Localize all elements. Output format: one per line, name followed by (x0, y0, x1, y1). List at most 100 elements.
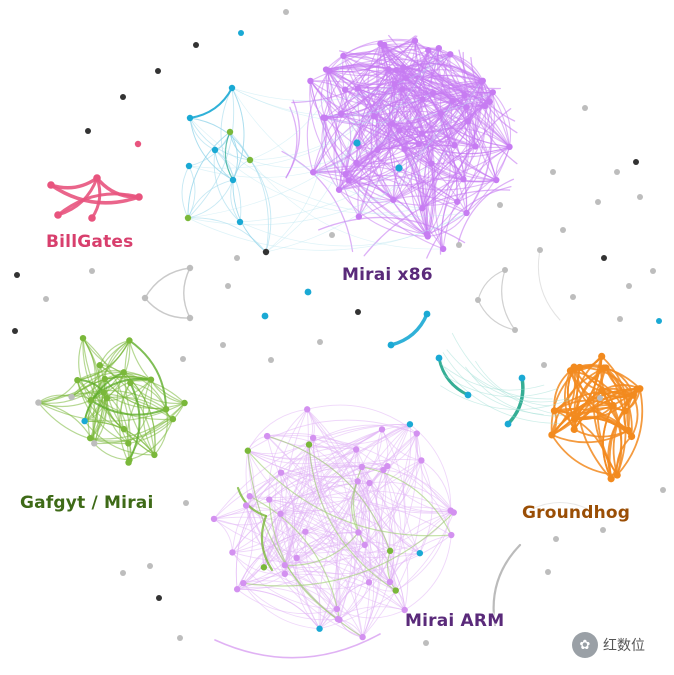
graph-edge (247, 419, 418, 452)
graph-node (598, 387, 606, 395)
graph-node (12, 328, 18, 334)
graph-edge (416, 92, 434, 145)
graph-edge (616, 387, 644, 476)
graph-edge (247, 450, 452, 537)
graph-node (660, 487, 666, 493)
graph-edge (388, 34, 501, 90)
graph-node (169, 415, 177, 423)
graph-node (385, 66, 392, 73)
graph-node (91, 440, 98, 447)
graph-node (228, 84, 236, 92)
graph-edge (249, 495, 339, 620)
graph-edge (308, 428, 383, 449)
graph-node (86, 434, 94, 442)
graph-edge (231, 450, 255, 553)
graph-edge (181, 165, 190, 219)
graph-node (428, 160, 435, 167)
graph-edge (56, 192, 141, 217)
graph-node (242, 502, 250, 509)
graph-edge (235, 472, 282, 590)
graph-node (186, 264, 194, 272)
graph-node (486, 98, 493, 105)
graph-node (120, 94, 126, 100)
graph-node (386, 547, 394, 555)
graph-node (260, 564, 268, 571)
graph-edge (71, 371, 125, 398)
wechat-icon: ✿ (572, 632, 598, 658)
graph-edge (361, 466, 395, 583)
graph-node (423, 230, 431, 238)
graph-edge (312, 146, 511, 187)
graph-node (87, 397, 95, 404)
graph-edge (242, 511, 455, 587)
graph-node (402, 74, 410, 82)
graph-edge (421, 98, 476, 147)
graph-node (361, 541, 369, 549)
graph-edge (189, 117, 251, 161)
graph-node (333, 605, 341, 613)
graph-node (353, 159, 360, 167)
graph-node (355, 213, 363, 220)
graph-edge (348, 101, 491, 181)
graph-edge (189, 117, 467, 217)
graph-edge (328, 43, 381, 72)
graph-node (220, 342, 226, 348)
watermark-text: 红数位 (603, 638, 645, 654)
graph-edge (357, 87, 403, 95)
graph-node (464, 118, 472, 125)
graph-node (437, 110, 444, 117)
graph-node (126, 337, 133, 344)
graph-edge (213, 516, 391, 583)
graph-node (47, 181, 55, 189)
graph-edge (328, 70, 420, 145)
graph-node (88, 214, 96, 222)
graph-node (650, 268, 656, 274)
graph-edge (338, 550, 391, 621)
graph-node (570, 415, 579, 423)
graph-node (475, 297, 481, 303)
graph-edge (395, 510, 452, 591)
graph-edge (351, 480, 360, 534)
graph-edge (187, 47, 440, 219)
graph-edge (126, 379, 152, 461)
graph-edge (231, 87, 494, 124)
graph-node (81, 417, 88, 425)
graph-node (317, 339, 323, 345)
graph-edge (103, 391, 186, 410)
graph-edge (260, 514, 274, 572)
graph-edge (309, 80, 420, 145)
graph-edge (284, 531, 360, 566)
graph-edge (379, 43, 497, 181)
graph-node (180, 356, 186, 362)
graph-edge (402, 433, 421, 554)
graph-edge (83, 371, 125, 423)
graph-node (614, 169, 620, 175)
graph-edge (363, 189, 511, 257)
graph-node (504, 420, 512, 428)
graph-edge (189, 117, 234, 181)
graph-node (560, 227, 566, 233)
graph-edge (492, 543, 522, 627)
graph-node (354, 85, 361, 92)
graph-node (184, 214, 192, 222)
graph-node (277, 469, 285, 476)
graph-node (439, 245, 447, 253)
graph-edge (417, 47, 440, 134)
graph-edge (265, 88, 359, 253)
graph-edge (414, 40, 491, 103)
graph-edge (189, 87, 233, 119)
graph-node (342, 170, 349, 178)
graph-node (309, 169, 317, 176)
label-mirai-arm: Mirai ARM (405, 611, 505, 631)
graph-edge (340, 40, 416, 115)
graph-node (416, 549, 424, 557)
graph-node (229, 176, 237, 184)
graph-node (463, 209, 470, 217)
graph-edge (391, 101, 491, 128)
graph-edge (338, 189, 394, 204)
graph-edge (325, 38, 416, 71)
graph-node (127, 379, 134, 387)
graph-node (233, 586, 241, 593)
graph-edge (188, 130, 400, 178)
